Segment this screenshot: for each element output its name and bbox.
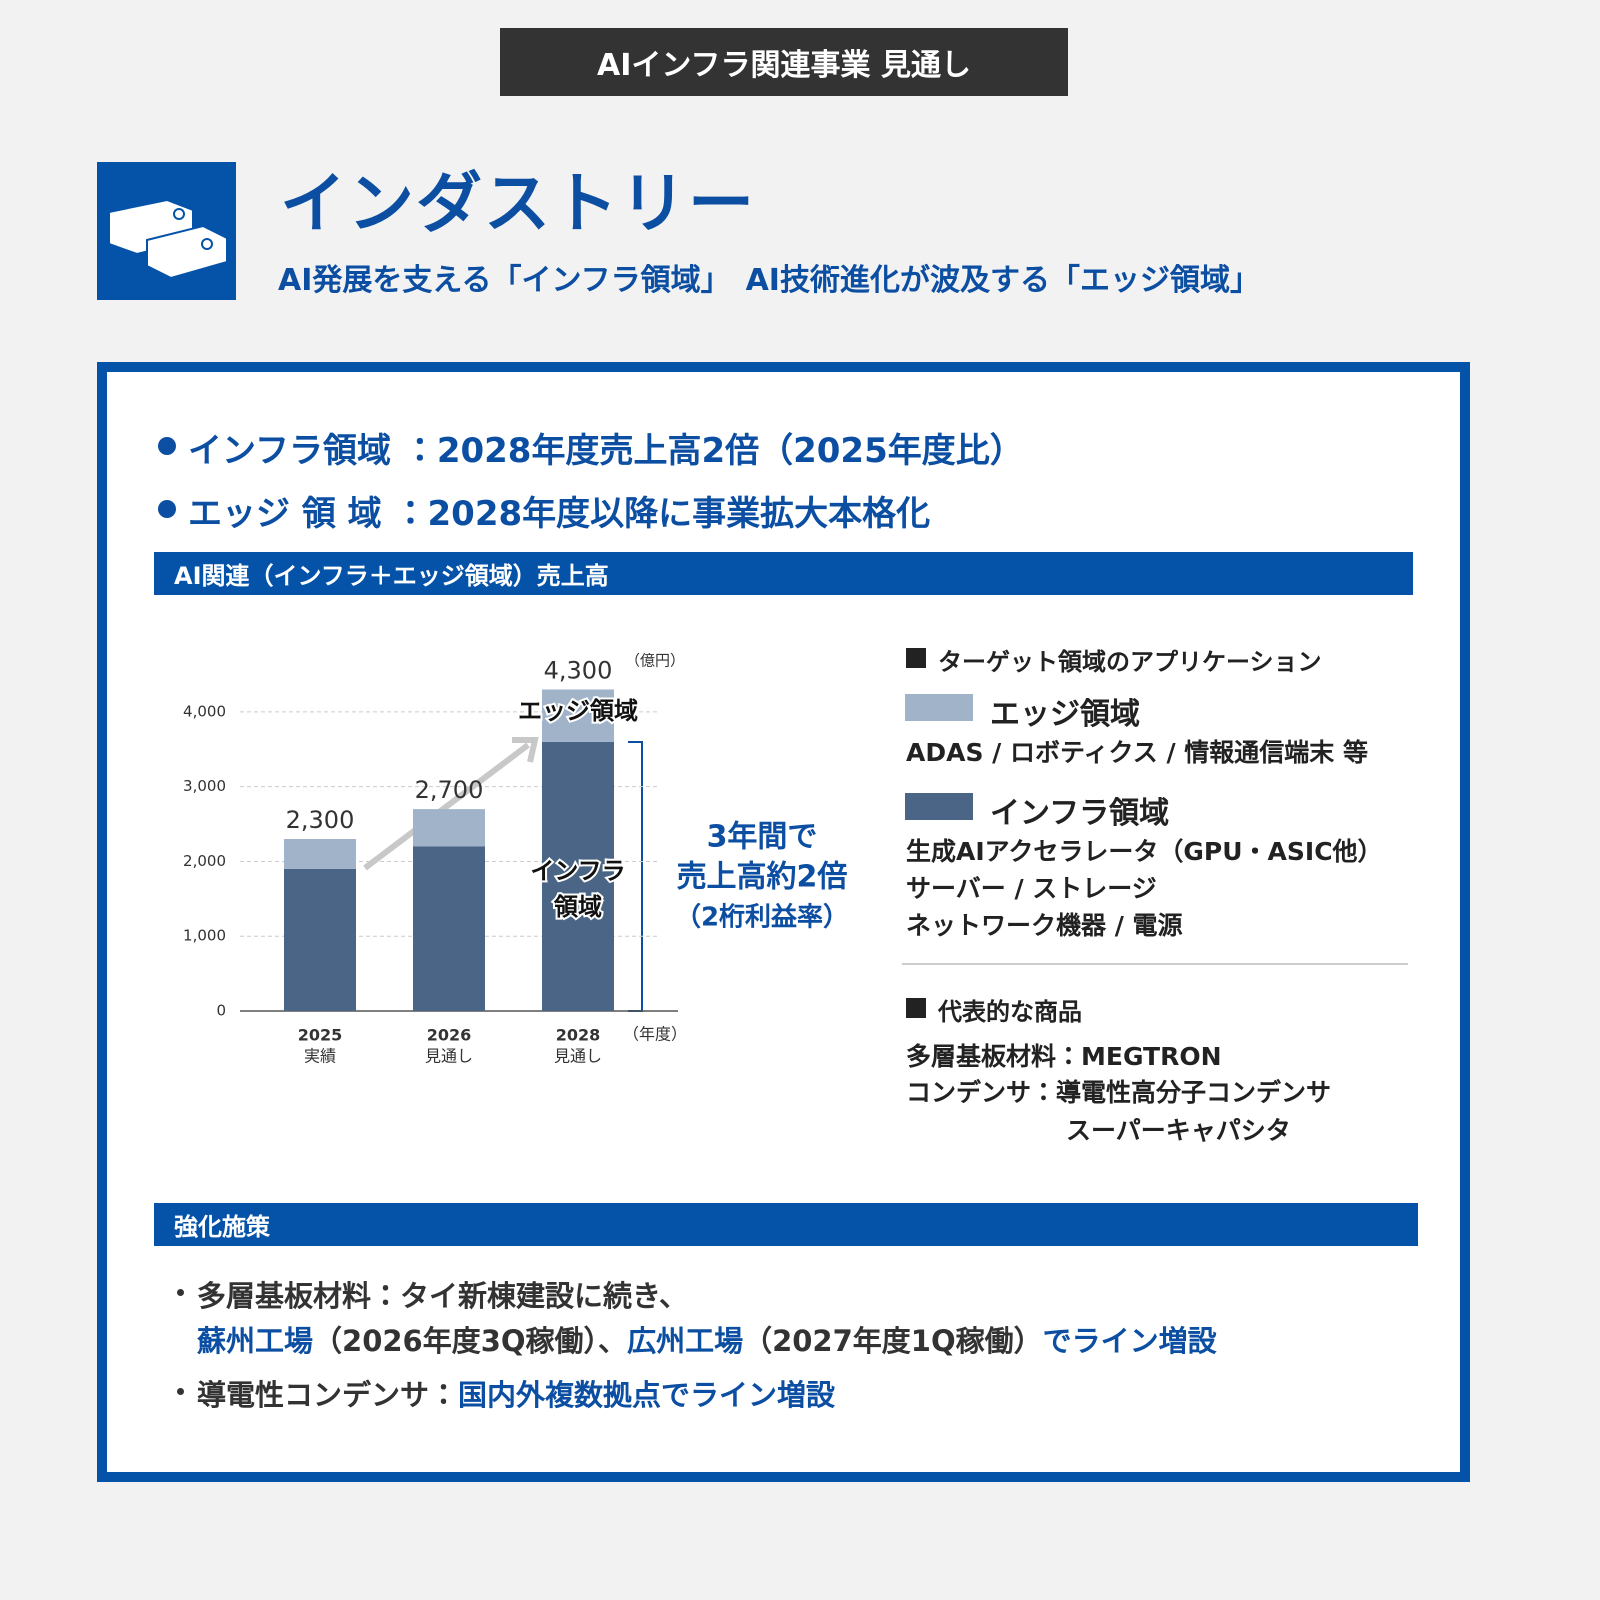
segment-label: エッジ領域 <box>518 697 638 725</box>
measure: 導電性コンデンサ：国内外複数拠点でライン増設 <box>197 1372 835 1414</box>
trend-arrow-head <box>512 737 539 763</box>
measure-text: 広州工場 <box>627 1324 744 1358</box>
total-label: 2,700 <box>415 776 484 804</box>
legend-swatch <box>905 694 973 721</box>
callout: （2桁利益率） <box>675 902 849 933</box>
legend-label: インフラ領域 <box>990 796 1170 831</box>
application: ADAS / ロボティクス / 情報通信端末 等 <box>906 738 1368 767</box>
measure-text: 導電性コンデンサ： <box>197 1378 459 1412</box>
product: 多層基板材料：MEGTRON <box>906 1042 1222 1071</box>
callout: 3年間で <box>707 820 818 855</box>
square <box>906 998 926 1018</box>
subtitle: AI発展を支える「インフラ領域」 AI技術進化が波及する「エッジ領域」 <box>278 263 1260 298</box>
product: コンデンサ：導電性高分子コンデンサ <box>906 1078 1332 1107</box>
title: インダストリー <box>280 165 756 242</box>
segment-label: 領域 <box>553 893 602 921</box>
legend-heading: ターゲット領域のアプリケーション <box>938 648 1322 676</box>
y-tick-label: 2,000 <box>183 852 226 870</box>
x-tick-label: 2025 <box>298 1026 343 1045</box>
x-tick-sublabel: 見通し <box>554 1047 602 1066</box>
x-unit: （年度） <box>623 1025 687 1044</box>
section-title: 強化施策 <box>154 1203 1418 1246</box>
x-tick-label: 2026 <box>427 1026 472 1045</box>
bar-segment <box>284 868 356 1011</box>
segment-label: インフラ <box>530 857 625 885</box>
legend-swatch <box>905 793 973 820</box>
bracket <box>628 741 643 1012</box>
callout: 売上高約2倍 <box>677 860 848 895</box>
chart: 0 1,000 2,000 3,000 4,000 2,300 2025 実績 2,700 202… <box>183 652 849 1066</box>
application: 生成AIアクセラレータ（GPU・ASIC他） <box>906 837 1383 866</box>
bullet <box>158 437 176 455</box>
measure: 多層基板材料：タイ新棟建設に続き、 <box>197 1273 688 1315</box>
bar-segment <box>413 846 485 1011</box>
measure-text: 蘇州工場 <box>197 1324 314 1358</box>
y-tick-label: 0 <box>216 1002 226 1020</box>
y-unit: （億円） <box>625 652 685 670</box>
legend-label: エッジ領域 <box>990 697 1140 732</box>
bullet <box>158 500 176 518</box>
section-title: AI関連（インフラ＋エッジ領域）売上高 <box>154 552 1413 595</box>
product: スーパーキャパシタ <box>1066 1116 1291 1145</box>
x-tick-sublabel: 実績 <box>304 1047 336 1066</box>
measure-text: （2026年度3Q稼働）、 <box>313 1324 628 1358</box>
measure-text: でライン増設 <box>1042 1324 1217 1358</box>
y-tick-label: 3,000 <box>183 777 226 795</box>
square <box>906 648 926 668</box>
measure: 蘇州工場（2026年度3Q稼働）、広州工場（2027年度1Q稼働）でライン増設 <box>197 1318 1217 1360</box>
total-label: 2,300 <box>286 806 355 834</box>
highlight: インフラ領域 ：2028年度売上高2倍（2025年度比） <box>188 431 1024 471</box>
measure-text: 多層基板材料：タイ新棟建設に続き、 <box>197 1279 688 1313</box>
x-tick-sublabel: 見通し <box>425 1047 473 1066</box>
x-tick-label: 2028 <box>556 1026 601 1045</box>
y-tick-label: 1,000 <box>183 927 226 945</box>
measure-text: 国内外複数拠点でライン増設 <box>458 1378 836 1412</box>
measure-text: （2027年度1Q稼働） <box>743 1324 1043 1358</box>
badge: AIインフラ関連事業 見通し <box>500 28 1068 96</box>
bar-segment <box>542 741 614 1011</box>
bullet <box>177 1388 184 1395</box>
y-tick-label: 4,000 <box>183 702 226 720</box>
divider <box>902 963 1408 965</box>
icon <box>97 162 236 300</box>
highlight: エッジ 領 域 ：2028年度以降に事業拡大本格化 <box>188 494 931 534</box>
application: サーバー / ストレージ <box>906 874 1157 903</box>
total-label: 4,300 <box>544 656 613 684</box>
trend-arrow <box>363 742 530 871</box>
products-heading: 代表的な商品 <box>938 998 1082 1026</box>
bullet <box>177 1289 184 1296</box>
bar-segment <box>413 809 485 847</box>
icon-art <box>108 198 228 280</box>
bar-segment <box>284 839 356 869</box>
application: ネットワーク機器 / 電源 <box>906 911 1183 940</box>
bar-segment <box>542 689 614 742</box>
